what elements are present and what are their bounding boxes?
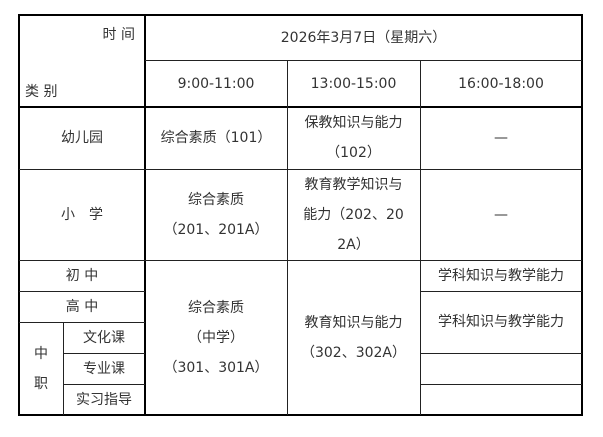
border: [63, 322, 64, 415]
cell-line: （中学）: [188, 329, 244, 346]
label: 高 中: [65, 298, 99, 315]
primary-slot2: 教育教学知识与 能力（202、20 2A）: [287, 169, 420, 260]
cell-text: 学科知识与教学能力: [438, 267, 564, 284]
cell-line: 教育教学知识与: [304, 176, 403, 193]
border: [420, 60, 421, 415]
slot-text: 13:00-15:00: [310, 75, 397, 92]
row-label-primary: 小 学: [19, 169, 145, 260]
border: [63, 384, 145, 385]
border: [420, 353, 582, 354]
secondary-slot2: 教育知识与能力 （302、302A）: [287, 260, 420, 415]
border: [420, 291, 582, 292]
kindergarten-slot3: —: [420, 107, 582, 169]
header-category-label: 类 别: [20, 75, 80, 109]
border: [144, 14, 146, 416]
cell-line: 保教知识与能力: [304, 115, 403, 131]
slot-2-header: 13:00-15:00: [287, 60, 420, 107]
border: [19, 322, 145, 323]
border: [19, 169, 582, 170]
dash: —: [494, 206, 508, 223]
label: 专业课: [83, 360, 125, 377]
border: [581, 14, 583, 416]
primary-slot3: —: [420, 169, 582, 260]
cell-text: 学科知识与教学能力: [438, 314, 564, 330]
row-label-senior: 高 中: [19, 291, 145, 322]
cell-text: 综合素质（101）: [160, 130, 272, 146]
border: [18, 106, 583, 108]
label: 幼儿园: [61, 130, 103, 146]
border: [420, 384, 582, 385]
date-text: 2026年3月7日（星期六）: [280, 29, 447, 46]
border: [18, 14, 583, 16]
border: [145, 60, 582, 61]
slot-text: 16:00-18:00: [458, 75, 544, 92]
cell-line: 能力（202、20: [303, 206, 404, 223]
slot-text: 9:00-11:00: [177, 75, 255, 92]
sub-label-culture: 文化课: [63, 322, 145, 353]
cell-line: （301、301A）: [163, 359, 269, 376]
secondary-slot1: 综合素质 （中学） （301、301A）: [145, 260, 287, 415]
label: 职: [34, 375, 48, 392]
cell-line: （102）: [326, 145, 381, 161]
dash: —: [494, 130, 508, 146]
category-label: 类 别: [25, 84, 58, 100]
sub-label-major: 专业课: [63, 353, 145, 384]
label: 文化课: [83, 329, 125, 346]
cell-line: 综合素质: [188, 299, 244, 316]
time-label: 时 间: [102, 27, 135, 43]
senior-slot3: 学科知识与教学能力: [420, 291, 582, 353]
border: [18, 14, 20, 416]
border: [19, 291, 145, 292]
cell-line: 教育知识与能力: [304, 314, 403, 331]
slot-3-header: 16:00-18:00: [420, 60, 582, 107]
cell-line: （302、302A）: [300, 344, 407, 361]
border: [19, 260, 582, 261]
kindergarten-slot1: 综合素质（101）: [145, 107, 287, 169]
cell-line: 2A）: [337, 236, 370, 253]
header-date: 2026年3月7日（星期六）: [145, 15, 582, 60]
border: [63, 353, 145, 354]
label: 实习指导: [76, 391, 132, 408]
cell-line: 综合素质: [188, 191, 244, 208]
row-label-junior: 初 中: [19, 260, 145, 291]
row-label-kindergarten: 幼儿园: [19, 107, 145, 169]
label: 初 中: [65, 267, 99, 284]
primary-slot1: 综合素质 （201、201A）: [145, 169, 287, 260]
border: [18, 414, 583, 416]
header-time-label: 时 间: [60, 15, 145, 55]
junior-slot3: 学科知识与教学能力: [420, 260, 582, 291]
border: [287, 60, 288, 415]
label: 小 学: [61, 206, 103, 223]
kindergarten-slot2: 保教知识与能力 （102）: [287, 107, 420, 169]
label: 中: [34, 345, 48, 362]
cell-line: （201、201A）: [163, 221, 269, 238]
row-label-vocational: 中职: [19, 322, 63, 415]
slot-1-header: 9:00-11:00: [145, 60, 287, 107]
sub-label-internship: 实习指导: [63, 384, 145, 415]
